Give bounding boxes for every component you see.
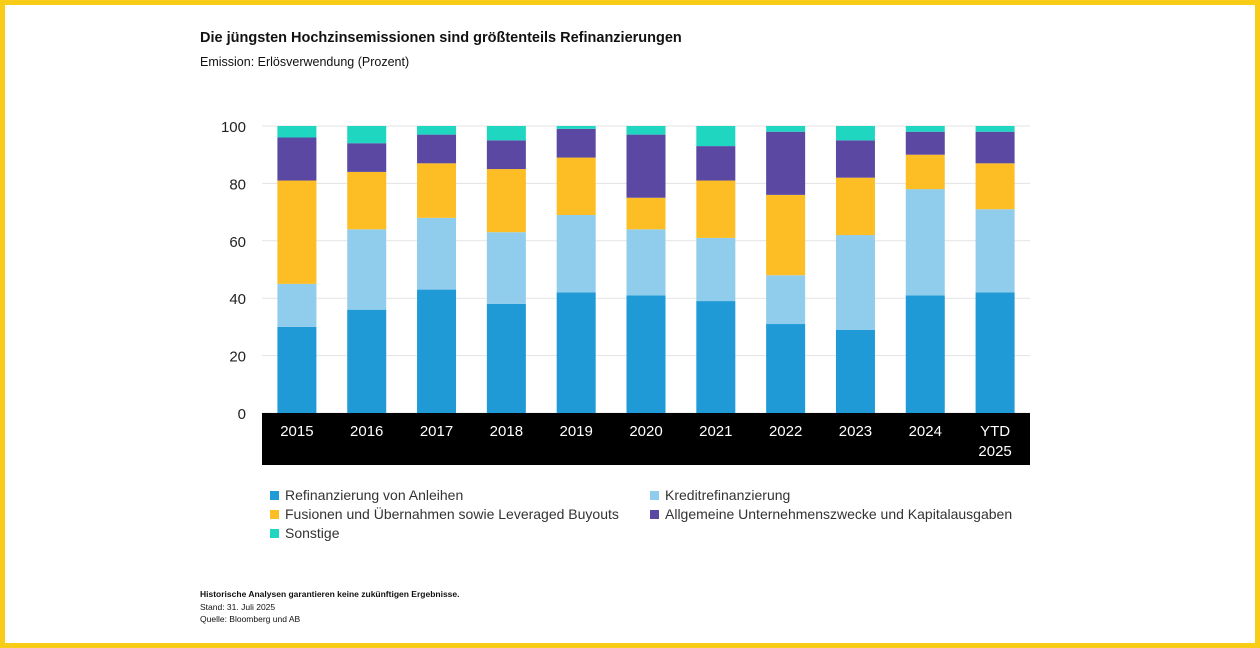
bar-segment (696, 301, 736, 413)
bar-segment (835, 177, 875, 236)
bar-segment (417, 289, 457, 413)
bar-segment (347, 143, 387, 172)
legend-swatch (650, 490, 659, 500)
bar-segment (626, 295, 666, 413)
legend-label: Sonstige (285, 525, 340, 541)
bar-segment (347, 309, 387, 413)
bar-segment (766, 275, 806, 325)
bar-segment (835, 126, 875, 141)
bar-segment (975, 126, 1015, 132)
bar-segment (277, 126, 317, 138)
bar-segment (556, 126, 596, 129)
legend-item: Fusionen und Übernahmen sowie Leveraged … (270, 506, 619, 522)
bar-segment (417, 217, 457, 290)
bar-segment (696, 126, 736, 147)
bar-segment (626, 134, 666, 198)
legend-swatch (270, 490, 279, 500)
bar-segment (556, 214, 596, 293)
y-tick-label: 0 (238, 406, 246, 423)
x-tick-label: 2020 (629, 423, 662, 440)
bar-segment (975, 209, 1015, 293)
x-tick-label: 2024 (909, 423, 942, 440)
bar-segment (347, 171, 387, 230)
bar-segment (975, 292, 1015, 413)
bar-segment (347, 229, 387, 310)
bar-segment (905, 131, 945, 155)
bar-segment (277, 326, 317, 413)
footnotes: Historische Analysen garantieren keine z… (200, 588, 459, 626)
bar-segment (696, 180, 736, 238)
chart-title: Die jüngsten Hochzinsemissionen sind grö… (200, 30, 682, 46)
bar-segment (417, 134, 457, 164)
bar-segment (626, 197, 666, 230)
legend-item: Refinanzierung von Anleihen (270, 487, 463, 503)
y-tick-label: 40 (229, 291, 246, 308)
bar-segment (696, 146, 736, 181)
x-tick-label: 2016 (350, 423, 383, 440)
legend-swatch (270, 509, 279, 519)
x-tick-label: 2025 (978, 443, 1011, 460)
bar-segment (905, 154, 945, 190)
legend-label: Kreditrefinanzierung (665, 487, 791, 503)
y-tick-label: 60 (229, 234, 246, 251)
y-tick-label: 80 (229, 176, 246, 193)
bar-segment (277, 283, 317, 327)
legend-label: Fusionen und Übernahmen sowie Leveraged … (285, 506, 619, 522)
bar-segment (626, 126, 666, 135)
bar-segment (556, 157, 596, 215)
bar-segment (556, 292, 596, 413)
bar-segment (975, 163, 1015, 210)
legend-item: Allgemeine Unternehmenszwecke und Kapita… (650, 506, 1012, 522)
disclaimer: Historische Analysen garantieren keine z… (200, 589, 460, 599)
x-tick-label: 2022 (769, 423, 802, 440)
bar-segment (486, 303, 526, 413)
x-tick-label: YTD (980, 423, 1010, 440)
x-tick-label: 2021 (699, 423, 732, 440)
bar-segment (277, 180, 317, 284)
bar-segment (905, 295, 945, 413)
legend-label: Refinanzierung von Anleihen (285, 487, 464, 503)
bar-segment (486, 140, 526, 170)
legend-item: Kreditrefinanzierung (650, 487, 790, 503)
bar-segment (486, 232, 526, 304)
legend-swatch (270, 528, 279, 538)
bar-segment (347, 126, 387, 144)
bar-segment (417, 126, 457, 135)
bar-segment (905, 189, 945, 296)
bar-segment (486, 126, 526, 141)
bar-segment (696, 237, 736, 302)
bar-segment (835, 329, 875, 413)
x-axis-band (262, 413, 1030, 465)
x-tick-label: 2018 (490, 423, 523, 440)
bar-segment (766, 126, 806, 132)
bar-segment (556, 128, 596, 158)
legend-item: Sonstige (270, 525, 339, 541)
source-note: Quelle: Bloomberg und AB (200, 614, 301, 624)
chart-subtitle: Emission: Erlösverwendung (Prozent) (200, 55, 410, 69)
bar-segment (905, 126, 945, 132)
bar-segment (486, 169, 526, 233)
x-tick-label: 2023 (839, 423, 872, 440)
legend-label: Allgemeine Unternehmenszwecke und Kapita… (665, 506, 1013, 522)
y-tick-label: 100 (221, 119, 246, 136)
y-tick-label: 20 (229, 349, 246, 366)
x-tick-label: 2015 (280, 423, 313, 440)
date-note: Stand: 31. Juli 2025 (200, 601, 276, 612)
legend-swatch (650, 509, 659, 519)
bar-segment (766, 131, 806, 195)
bar-segment (626, 229, 666, 296)
bar-segment (835, 140, 875, 178)
x-tick-label: 2019 (559, 423, 592, 440)
bar-segment (835, 235, 875, 330)
x-tick-label: 2017 (420, 423, 453, 440)
bar-segment (766, 194, 806, 276)
bar-segment (417, 163, 457, 218)
bar-segment (975, 131, 1015, 164)
bar-segment (766, 324, 806, 413)
bar-segment (277, 137, 317, 181)
